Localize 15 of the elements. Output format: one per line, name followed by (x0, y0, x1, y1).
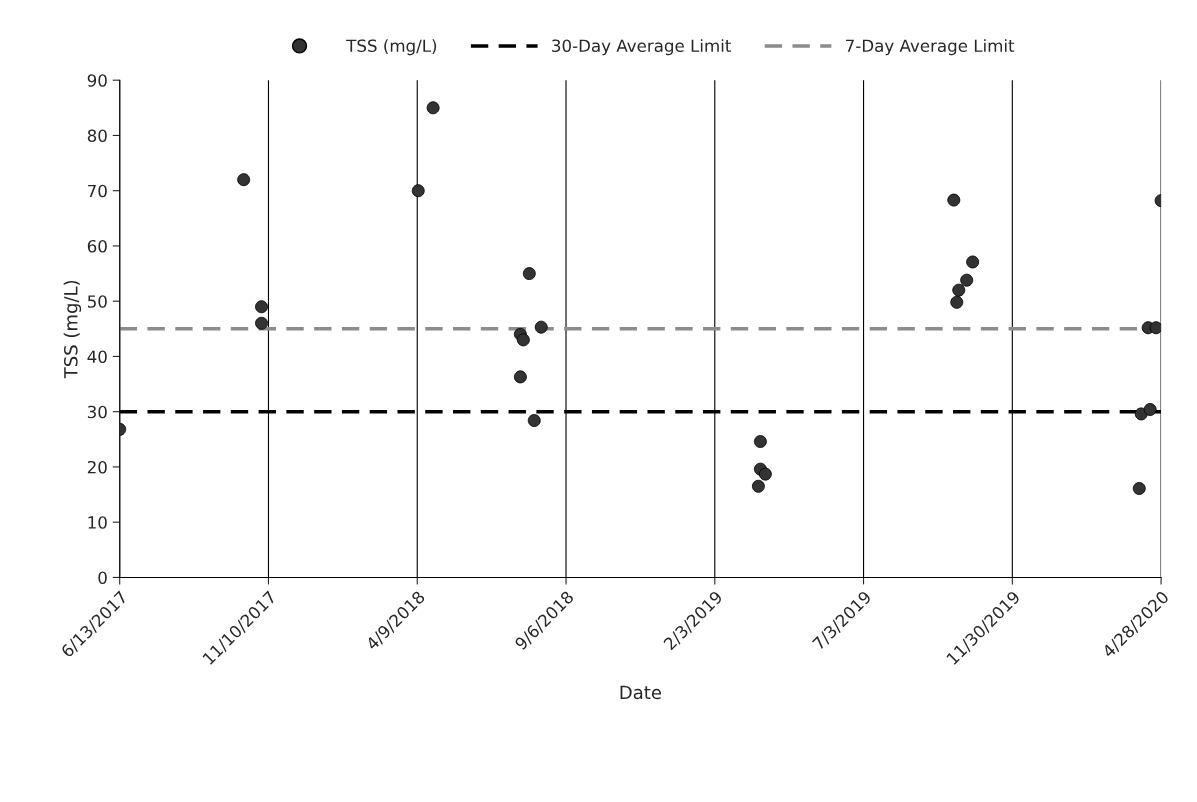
y-tick-label: 10 (88, 516, 107, 529)
y-tick-label: 50 (87, 295, 107, 308)
legend-label: 7-Day Average Limit (846, 39, 1015, 56)
y-tick-label: 20 (87, 460, 107, 474)
x-axis-title: Date (620, 685, 662, 700)
legend-label: 30-Day Average Limit (552, 39, 731, 56)
y-tick-label: 0 (98, 571, 107, 585)
y-tick-label: 30 (87, 405, 107, 419)
y-axis-title: TSS (mg/L) (63, 280, 82, 379)
legend-label: TSS (mg/L) (346, 39, 437, 56)
y-tick-label: 60 (87, 239, 107, 253)
y-tick-label: 90 (87, 74, 107, 87)
y-tick-label: 40 (87, 350, 107, 364)
y-tick-label: 80 (87, 129, 107, 143)
y-tick-label: 70 (88, 184, 107, 198)
